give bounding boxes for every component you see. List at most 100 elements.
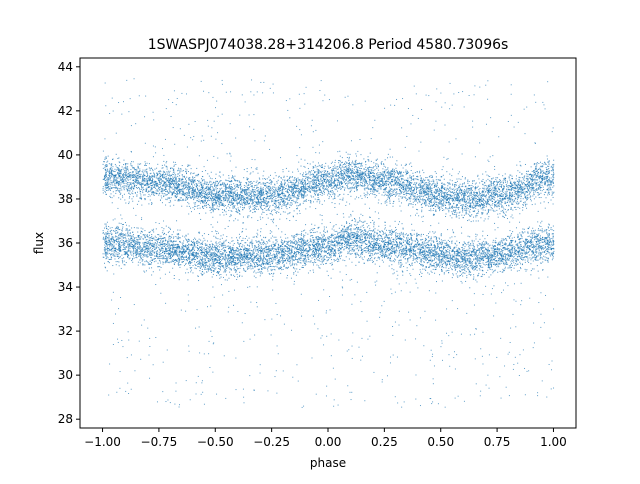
data-point [492, 182, 494, 184]
data-point [526, 198, 528, 200]
data-point [297, 249, 299, 251]
data-point [449, 183, 451, 185]
data-point [298, 233, 300, 235]
data-point [253, 248, 255, 250]
data-point [384, 191, 386, 193]
data-point [125, 164, 127, 166]
data-point [446, 241, 448, 243]
data-point [108, 180, 110, 182]
data-point [386, 180, 388, 182]
data-point [158, 266, 160, 268]
data-point [502, 271, 504, 273]
data-point [411, 182, 413, 184]
data-point [403, 251, 405, 253]
data-point [524, 231, 526, 233]
data-point [135, 252, 137, 254]
data-point [291, 262, 293, 264]
data-point [483, 243, 485, 245]
data-point [372, 167, 374, 169]
data-point [495, 178, 497, 180]
data-point [118, 235, 120, 237]
data-point [302, 202, 304, 204]
data-point [294, 185, 296, 187]
data-point [345, 241, 347, 243]
data-point [503, 185, 505, 187]
data-point [463, 248, 465, 250]
data-point [519, 164, 521, 166]
data-point [288, 188, 290, 190]
data-point [158, 254, 160, 256]
data-point [503, 216, 505, 218]
data-point [310, 235, 312, 237]
data-point [543, 201, 545, 203]
data-point [171, 179, 173, 181]
data-point [261, 201, 263, 203]
data-point [400, 187, 402, 189]
data-point [258, 264, 260, 266]
data-point [490, 184, 492, 186]
data-point [273, 243, 275, 245]
data-point [322, 246, 324, 248]
data-point [386, 201, 388, 203]
data-point [127, 254, 129, 256]
data-point [277, 206, 279, 208]
data-point [201, 256, 203, 258]
data-point [215, 197, 217, 199]
data-point [290, 252, 292, 254]
data-point [268, 190, 270, 192]
data-point [159, 187, 161, 189]
data-point [441, 191, 443, 193]
data-point [379, 239, 381, 241]
data-point [537, 235, 539, 237]
data-point [266, 214, 268, 216]
data-point [468, 268, 470, 270]
data-point [425, 247, 427, 249]
data-point [522, 190, 524, 192]
data-point [339, 254, 341, 256]
data-point [105, 186, 107, 188]
data-point [436, 201, 438, 203]
data-point [167, 179, 169, 181]
data-point [438, 237, 440, 239]
data-point [237, 194, 239, 196]
data-point [128, 234, 130, 236]
data-point [400, 172, 402, 174]
data-point [529, 184, 531, 186]
data-point [315, 186, 317, 188]
data-point [102, 253, 104, 255]
data-point [177, 190, 179, 192]
data-point [469, 260, 471, 262]
data-point [391, 176, 393, 178]
data-point [107, 174, 109, 176]
data-point [396, 245, 398, 247]
data-point [454, 251, 456, 253]
data-point [212, 197, 214, 199]
data-point [289, 244, 291, 246]
data-point [442, 247, 444, 249]
data-point [130, 245, 132, 247]
data-point [399, 234, 401, 236]
data-point [316, 236, 318, 237]
data-point [506, 196, 508, 198]
data-point [365, 166, 367, 168]
data-point [130, 182, 132, 184]
data-point [537, 176, 539, 178]
data-point [312, 244, 314, 245]
data-point [365, 237, 367, 239]
data-point [399, 221, 401, 223]
data-point [218, 195, 220, 197]
data-point [184, 252, 186, 254]
data-point [371, 180, 373, 182]
data-point [280, 189, 282, 191]
data-point [151, 240, 153, 242]
data-point [194, 267, 196, 269]
data-point [441, 241, 443, 243]
data-point [148, 248, 150, 250]
data-point [479, 205, 481, 207]
data-point [433, 181, 435, 183]
data-point [108, 188, 110, 190]
data-point [496, 266, 498, 268]
data-point [452, 265, 454, 267]
data-point [254, 270, 256, 272]
